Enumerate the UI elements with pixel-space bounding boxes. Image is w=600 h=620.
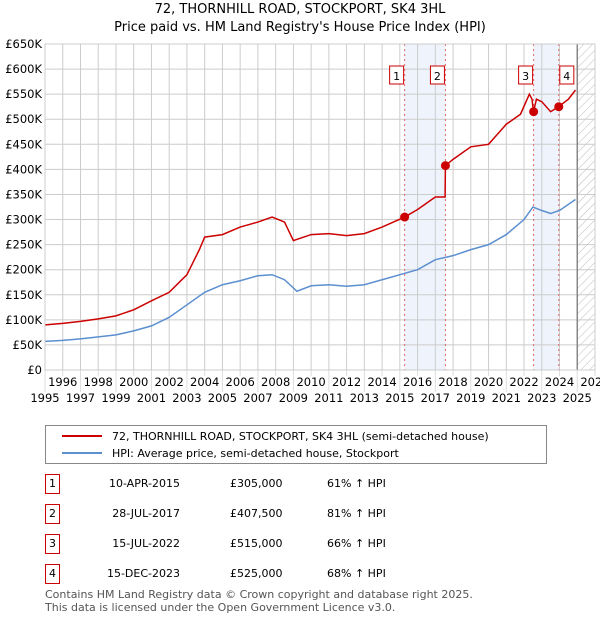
sale-date: 15-DEC-2023	[106, 567, 180, 580]
x-tick-label: 2013	[350, 391, 379, 405]
legend: 72, THORNHILL ROAD, STOCKPORT, SK4 3HL (…	[45, 425, 547, 464]
x-tick-label: 2019	[456, 391, 485, 405]
legend-swatch	[62, 435, 102, 437]
x-tick-label: 1999	[101, 391, 130, 405]
footer-line: This data is licensed under the Open Gov…	[45, 601, 396, 614]
x-tick-label: 1997	[66, 391, 95, 405]
footer-line: Contains HM Land Registry data © Crown c…	[45, 588, 473, 601]
sale-row: 1 10-APR-2015 £305,000 61% ↑ HPI	[45, 474, 465, 494]
x-tick-label: 2025	[563, 391, 592, 405]
x-tick-label: 2015	[385, 391, 414, 405]
x-tick-label: 2024	[545, 375, 574, 389]
x-tick-label: 2000	[119, 375, 148, 389]
x-tick-label: 1996	[48, 375, 77, 389]
chart-title: 72, THORNHILL ROAD, STOCKPORT, SK4 3HL	[154, 2, 446, 17]
sale-row: 2 28-JUL-2017 £407,500 81% ↑ HPI	[45, 504, 465, 524]
sale-label-box	[429, 65, 445, 85]
y-tick-label: £50K	[13, 338, 43, 352]
sale-label-box	[518, 65, 534, 85]
sale-label: 1	[393, 70, 400, 83]
plot-area: £0 £50K £100K £150K £200K £250K £300K £350K £400…	[5, 37, 600, 405]
x-tick-label: 2016	[403, 375, 432, 389]
sale-price: £525,000	[230, 567, 283, 580]
legend-item-property: 72, THORNHILL ROAD, STOCKPORT, SK4 3HL (…	[46, 428, 489, 444]
footer: Contains HM Land Registry data © Crown c…	[45, 588, 473, 614]
y-tick-label: £200K	[5, 263, 42, 277]
x-tick-label: 2004	[190, 375, 219, 389]
y-tick-label: £350K	[5, 187, 42, 201]
y-tick-label: £650K	[5, 37, 42, 51]
sale-label: 3	[522, 70, 529, 83]
x-tick-label: 2020	[474, 375, 503, 389]
x-tick-label: 2003	[172, 391, 201, 405]
sale-hpi: 66% ↑ HPI	[327, 537, 386, 550]
y-tick-label: £500K	[5, 112, 42, 126]
sale-label: 2	[434, 70, 441, 83]
plot-border	[44, 43, 596, 371]
sale-point	[554, 102, 564, 112]
legend-label: 72, THORNHILL ROAD, STOCKPORT, SK4 3HL (…	[112, 429, 489, 443]
y-tick-label: £0	[27, 363, 42, 377]
sale-price: £407,500	[230, 507, 283, 520]
sale-price: £305,000	[230, 477, 283, 490]
sale-date: 10-APR-2015	[108, 477, 180, 490]
legend-label: HPI: Average price, semi-detached house,…	[112, 446, 399, 460]
sale-marker-label: 3	[45, 534, 60, 554]
sale-span-shade	[404, 44, 446, 370]
sale-label-box	[559, 65, 575, 85]
x-tick-label: 2008	[261, 375, 290, 389]
sale-hpi: 61% ↑ HPI	[327, 477, 386, 490]
x-tick-label: 2012	[332, 375, 361, 389]
y-tick-label: £300K	[5, 213, 42, 227]
sale-label: 4	[563, 70, 570, 83]
sale-hpi: 81% ↑ HPI	[327, 507, 386, 520]
sale-point	[440, 161, 450, 171]
x-tick-label: 2010	[296, 375, 325, 389]
sale-marker-label: 2	[45, 504, 60, 524]
sale-label-box	[389, 65, 405, 85]
sale-price: £515,000	[230, 537, 283, 550]
forecast-hatch	[577, 44, 595, 370]
x-tick-label: 2002	[155, 375, 184, 389]
y-tick-label: £400K	[5, 162, 42, 176]
x-tick-label: 2022	[509, 375, 538, 389]
sale-date: 28-JUL-2017	[112, 507, 180, 520]
y-tick-label: £250K	[5, 238, 42, 252]
x-tick-label: 2007	[243, 391, 272, 405]
y-tick-label: £150K	[5, 288, 42, 302]
sale-marker-label: 4	[45, 564, 60, 584]
sale-row: 4 15-DEC-2023 £525,000 68% ↑ HPI	[45, 564, 465, 584]
x-tick-label: 2017	[421, 391, 450, 405]
x-tick-label: 2021	[492, 391, 521, 405]
x-tick-label: 2001	[137, 391, 166, 405]
sale-point	[529, 107, 539, 117]
x-tick-label: 2006	[226, 375, 255, 389]
series-line	[44, 198, 576, 343]
x-tick-label: 2014	[367, 375, 396, 389]
chart-subtitle: Price paid vs. HM Land Registry's House …	[114, 20, 486, 35]
x-tick-label: 1998	[84, 375, 113, 389]
sale-point	[400, 212, 410, 222]
sale-row: 3 15-JUL-2022 £515,000 66% ↑ HPI	[45, 534, 465, 554]
x-tick-label: 2026	[580, 375, 600, 389]
x-tick-label: 2023	[527, 391, 556, 405]
sale-hpi: 68% ↑ HPI	[327, 567, 386, 580]
y-tick-label: £450K	[5, 137, 42, 151]
sale-marker-label: 1	[45, 474, 60, 494]
x-tick-label: 2005	[208, 391, 237, 405]
x-tick-label: 2018	[438, 375, 467, 389]
x-tick-label: 1995	[30, 391, 59, 405]
y-tick-label: £600K	[5, 62, 42, 76]
sale-date: 15-JUL-2022	[112, 537, 180, 550]
x-tick-label: 2011	[314, 391, 343, 405]
legend-item-hpi: HPI: Average price, semi-detached house,…	[46, 445, 399, 461]
x-tick-label: 2009	[279, 391, 308, 405]
series-line	[44, 89, 577, 326]
y-tick-label: £100K	[5, 313, 42, 327]
y-tick-label: £550K	[5, 87, 42, 101]
sale-span-shade	[533, 44, 559, 370]
legend-swatch	[62, 452, 102, 454]
